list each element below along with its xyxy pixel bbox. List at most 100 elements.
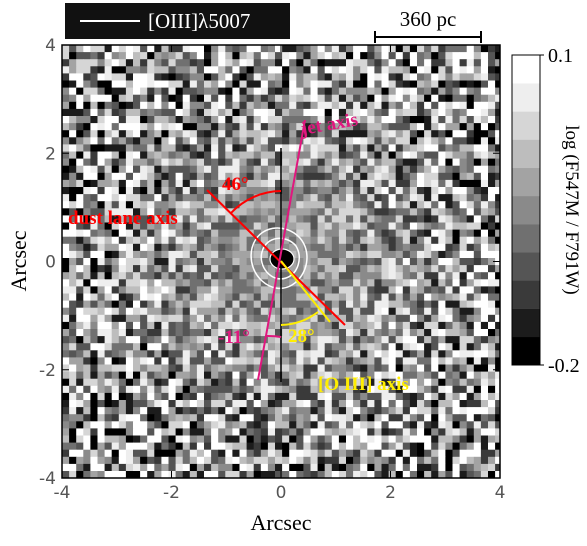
pixel [232, 357, 240, 365]
pixel [140, 428, 148, 436]
pixel [417, 88, 425, 96]
pixel [396, 116, 404, 124]
pixel [431, 357, 439, 365]
pixel [154, 144, 162, 152]
pixel [98, 95, 106, 103]
pixel [410, 137, 418, 145]
pixel [176, 66, 184, 74]
pixel [147, 237, 155, 245]
pixel [410, 152, 418, 160]
pixel [76, 95, 84, 103]
pixel [211, 450, 219, 458]
pixel [346, 258, 354, 266]
pixel [438, 272, 446, 280]
pixel [332, 208, 340, 216]
pixel [346, 66, 354, 74]
pixel [474, 272, 482, 280]
pixel [161, 336, 169, 344]
pixel [417, 421, 425, 429]
pixel [76, 343, 84, 351]
pixel [367, 180, 375, 188]
pixel [211, 251, 219, 259]
pixel [460, 159, 468, 167]
pixel [367, 414, 375, 422]
pixel [190, 237, 198, 245]
pixel [98, 428, 106, 436]
pixel [169, 350, 177, 358]
pixel [126, 59, 133, 66]
pixel [403, 187, 411, 195]
pixel [218, 116, 226, 124]
pixel [460, 201, 468, 209]
pixel [204, 400, 212, 408]
pixel [296, 393, 304, 401]
pixel [169, 66, 177, 74]
pixel [98, 59, 106, 66]
pixel [76, 194, 84, 202]
pixel [353, 208, 361, 216]
pixel [140, 436, 148, 444]
pixel [318, 187, 326, 195]
pixel [119, 301, 127, 309]
pixel [311, 95, 319, 103]
pixel [154, 286, 162, 294]
pixel [90, 464, 98, 472]
pixel [417, 223, 425, 231]
pixel [232, 464, 240, 472]
pixel [360, 194, 368, 202]
pixel [481, 450, 489, 458]
pixel [346, 350, 354, 358]
pixel [467, 301, 475, 309]
pixel [367, 407, 375, 415]
pixel [119, 322, 127, 330]
pixel [410, 286, 418, 294]
pixel [211, 421, 219, 429]
pixel [232, 265, 240, 273]
pixel [453, 208, 461, 216]
pixel [83, 59, 91, 66]
pixel [467, 265, 475, 273]
pixel [339, 45, 347, 53]
pixel [296, 350, 304, 358]
pixel [98, 301, 106, 309]
pixel [367, 301, 375, 309]
pixel [467, 336, 475, 344]
pixel [445, 464, 453, 472]
pixel [382, 286, 390, 294]
pixel [225, 265, 233, 273]
pixel [332, 322, 340, 330]
pixel [474, 123, 482, 131]
pixel [76, 230, 84, 238]
pixel [90, 372, 98, 380]
pixel [353, 294, 361, 302]
pixel [481, 400, 489, 408]
pixel [225, 66, 233, 74]
pixel [105, 407, 113, 415]
pixel [318, 272, 326, 280]
pixel [147, 393, 155, 401]
pixel [62, 343, 70, 351]
pixel [360, 244, 368, 252]
pixel [119, 372, 127, 380]
pixel [403, 45, 411, 53]
pixel [204, 137, 212, 145]
pixel [289, 152, 297, 160]
pixel [190, 329, 198, 337]
pixel [467, 237, 475, 245]
pixel [76, 244, 84, 252]
pixel [424, 237, 432, 245]
pixel [410, 315, 418, 323]
pixel [240, 400, 248, 408]
pixel [105, 386, 113, 394]
pixel [254, 421, 262, 429]
pixel [424, 272, 432, 280]
pixel [126, 336, 133, 344]
pixel [332, 81, 340, 89]
pixel [453, 95, 461, 103]
pixel [311, 457, 319, 465]
pixel [161, 45, 169, 53]
pixel [169, 265, 177, 273]
pixel [474, 301, 482, 309]
pixel [445, 294, 453, 302]
pixel [445, 350, 453, 358]
